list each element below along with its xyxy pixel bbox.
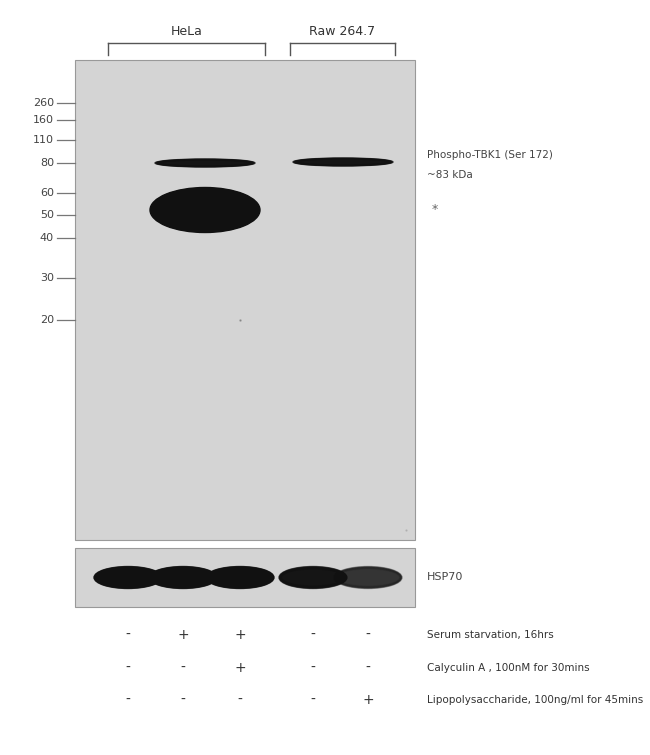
- Text: 80: 80: [40, 158, 54, 168]
- Ellipse shape: [159, 160, 252, 166]
- Text: -: -: [365, 628, 370, 642]
- Ellipse shape: [96, 568, 161, 587]
- Ellipse shape: [335, 568, 401, 587]
- Ellipse shape: [334, 566, 402, 588]
- Text: -: -: [181, 693, 185, 707]
- Ellipse shape: [151, 569, 215, 587]
- Ellipse shape: [155, 159, 255, 167]
- Ellipse shape: [208, 569, 272, 587]
- Ellipse shape: [336, 569, 400, 587]
- Ellipse shape: [293, 158, 393, 166]
- Text: 50: 50: [40, 210, 54, 220]
- Text: HSP70: HSP70: [427, 572, 463, 583]
- Text: -: -: [237, 693, 242, 707]
- Ellipse shape: [156, 159, 254, 167]
- Ellipse shape: [95, 567, 161, 588]
- Text: -: -: [311, 661, 315, 675]
- Text: *: *: [432, 204, 438, 217]
- Text: -: -: [125, 693, 131, 707]
- Ellipse shape: [150, 568, 216, 587]
- Ellipse shape: [206, 566, 274, 588]
- Ellipse shape: [150, 568, 216, 587]
- Text: -: -: [365, 661, 370, 675]
- Text: 110: 110: [33, 135, 54, 145]
- Text: -: -: [311, 628, 315, 642]
- Text: Serum starvation, 16hrs: Serum starvation, 16hrs: [427, 630, 554, 640]
- Ellipse shape: [334, 567, 402, 588]
- Ellipse shape: [96, 569, 160, 586]
- Ellipse shape: [151, 569, 215, 586]
- Text: +: +: [234, 661, 246, 675]
- Ellipse shape: [207, 568, 273, 587]
- Ellipse shape: [280, 568, 346, 587]
- Ellipse shape: [207, 568, 272, 587]
- Text: HeLa: HeLa: [170, 25, 202, 38]
- Ellipse shape: [94, 566, 162, 588]
- Ellipse shape: [294, 159, 391, 165]
- Ellipse shape: [280, 567, 346, 588]
- Ellipse shape: [280, 568, 346, 587]
- Ellipse shape: [157, 159, 252, 166]
- Text: ~83 kDa: ~83 kDa: [427, 170, 473, 180]
- Ellipse shape: [209, 569, 272, 586]
- Ellipse shape: [150, 567, 216, 588]
- Ellipse shape: [150, 187, 260, 233]
- Text: 40: 40: [40, 233, 54, 243]
- Text: Phospho-TBK1 (Ser 172): Phospho-TBK1 (Ser 172): [427, 150, 553, 160]
- Text: -: -: [125, 628, 131, 642]
- Text: -: -: [311, 693, 315, 707]
- Text: Calyculin A , 100nM for 30mins: Calyculin A , 100nM for 30mins: [427, 663, 590, 673]
- Ellipse shape: [281, 569, 345, 587]
- Ellipse shape: [150, 567, 216, 588]
- Bar: [75, 60, 415, 540]
- Ellipse shape: [154, 190, 256, 230]
- Ellipse shape: [335, 569, 400, 587]
- Ellipse shape: [151, 188, 259, 232]
- Ellipse shape: [297, 159, 389, 165]
- Ellipse shape: [335, 568, 400, 587]
- Ellipse shape: [281, 569, 344, 586]
- Ellipse shape: [152, 189, 258, 231]
- Ellipse shape: [208, 569, 272, 587]
- Text: Lipopolysaccharide, 100ng/ml for 45mins: Lipopolysaccharide, 100ng/ml for 45mins: [427, 695, 644, 705]
- Text: Raw 264.7: Raw 264.7: [309, 25, 376, 38]
- Ellipse shape: [156, 191, 254, 229]
- Ellipse shape: [95, 568, 161, 587]
- Text: -: -: [125, 661, 131, 675]
- Ellipse shape: [96, 569, 161, 587]
- Text: +: +: [177, 628, 188, 642]
- Bar: [75, 548, 415, 607]
- Ellipse shape: [279, 566, 347, 588]
- Text: 30: 30: [40, 273, 54, 283]
- Ellipse shape: [155, 190, 255, 230]
- Ellipse shape: [207, 567, 273, 588]
- Text: +: +: [362, 693, 374, 707]
- Ellipse shape: [149, 566, 217, 588]
- Text: 260: 260: [33, 98, 54, 108]
- Ellipse shape: [281, 569, 345, 587]
- Text: 160: 160: [33, 115, 54, 125]
- Ellipse shape: [159, 160, 251, 166]
- Ellipse shape: [294, 159, 392, 166]
- Text: -: -: [181, 661, 185, 675]
- Ellipse shape: [296, 159, 389, 165]
- Ellipse shape: [296, 159, 391, 165]
- Ellipse shape: [335, 567, 401, 588]
- Ellipse shape: [151, 569, 215, 587]
- Ellipse shape: [157, 159, 254, 167]
- Ellipse shape: [280, 567, 346, 588]
- Ellipse shape: [96, 569, 160, 587]
- Ellipse shape: [206, 567, 274, 588]
- Ellipse shape: [94, 567, 162, 588]
- Text: 60: 60: [40, 188, 54, 198]
- Text: +: +: [234, 628, 246, 642]
- Ellipse shape: [153, 190, 257, 231]
- Text: 20: 20: [40, 315, 54, 325]
